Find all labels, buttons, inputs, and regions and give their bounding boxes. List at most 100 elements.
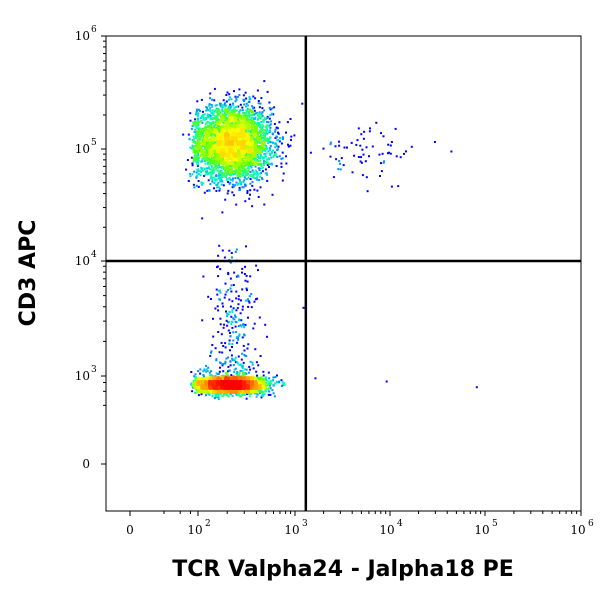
data-point	[264, 377, 267, 380]
data-point	[199, 135, 202, 138]
data-point	[201, 319, 204, 322]
data-point	[275, 165, 278, 167]
data-point	[237, 295, 240, 298]
data-point	[245, 135, 248, 138]
data-point	[197, 140, 200, 143]
data-point	[212, 167, 215, 170]
data-point	[290, 135, 293, 138]
data-point	[245, 245, 247, 248]
data-point	[243, 128, 245, 131]
data-point	[230, 354, 233, 357]
data-point	[247, 305, 250, 308]
data-point	[254, 127, 257, 130]
data-point	[189, 175, 192, 178]
data-point	[192, 121, 195, 124]
data-point	[232, 165, 235, 168]
data-point	[215, 183, 218, 186]
data-point	[278, 121, 281, 124]
data-point	[234, 140, 237, 142]
data-point	[244, 174, 247, 177]
data-point	[239, 173, 242, 176]
data-point	[230, 290, 233, 293]
data-point	[260, 388, 263, 391]
data-point	[212, 113, 215, 116]
data-point	[211, 116, 214, 119]
data-point	[204, 140, 207, 142]
data-point	[251, 122, 253, 125]
data-point	[218, 141, 221, 144]
data-point	[260, 116, 263, 119]
data-point	[215, 138, 218, 141]
data-point	[208, 166, 210, 169]
data-point	[216, 186, 219, 189]
data-point	[243, 147, 245, 150]
data-point	[231, 131, 234, 133]
data-point	[195, 376, 198, 379]
data-point	[199, 145, 202, 148]
data-point	[208, 189, 211, 192]
data-point	[225, 174, 228, 177]
data-point	[230, 323, 233, 325]
data-point	[198, 381, 201, 384]
data-point	[246, 192, 249, 194]
data-point	[218, 102, 221, 105]
data-point	[215, 126, 218, 129]
data-point	[287, 143, 289, 146]
data-point	[216, 150, 219, 153]
data-point	[210, 164, 213, 167]
data-point	[233, 132, 236, 135]
data-point	[230, 157, 233, 160]
data-point	[220, 160, 223, 163]
data-point	[227, 170, 230, 173]
data-point	[237, 159, 240, 162]
data-point	[210, 350, 213, 353]
data-point	[229, 136, 232, 139]
data-point	[255, 147, 258, 149]
data-point	[258, 151, 261, 154]
data-point	[203, 160, 206, 163]
data-point	[250, 145, 252, 147]
data-point	[200, 167, 203, 170]
data-point	[238, 125, 240, 128]
data-point	[240, 140, 243, 143]
data-point	[268, 129, 271, 132]
data-point	[208, 131, 211, 134]
data-point	[251, 113, 254, 116]
data-point	[213, 182, 216, 185]
data-point	[362, 137, 365, 140]
data-point	[201, 129, 204, 132]
data-point	[221, 378, 224, 381]
data-point	[233, 158, 236, 161]
data-point	[218, 157, 221, 160]
data-point	[226, 120, 229, 123]
data-point	[271, 133, 274, 136]
data-point	[240, 154, 243, 157]
data-point	[232, 104, 235, 107]
data-point	[245, 148, 248, 151]
data-point	[217, 166, 220, 169]
data-point	[231, 191, 234, 194]
data-point	[264, 390, 267, 393]
data-point	[267, 142, 270, 145]
data-point	[267, 382, 270, 385]
data-point	[263, 109, 266, 112]
data-point	[226, 167, 229, 170]
data-point	[259, 380, 262, 383]
data-point	[238, 178, 241, 181]
data-point	[243, 354, 246, 356]
data-point	[218, 166, 221, 169]
data-point	[223, 103, 226, 106]
data-point	[268, 166, 270, 168]
data-point	[216, 126, 219, 129]
data-point	[261, 378, 264, 381]
data-point	[233, 170, 236, 173]
data-point	[254, 152, 257, 155]
data-point	[201, 116, 204, 119]
data-point	[209, 183, 212, 186]
data-point	[196, 145, 199, 148]
data-point	[234, 152, 237, 155]
data-point	[235, 336, 238, 339]
data-point	[285, 131, 287, 134]
data-point	[239, 134, 242, 137]
data-point	[213, 166, 216, 169]
